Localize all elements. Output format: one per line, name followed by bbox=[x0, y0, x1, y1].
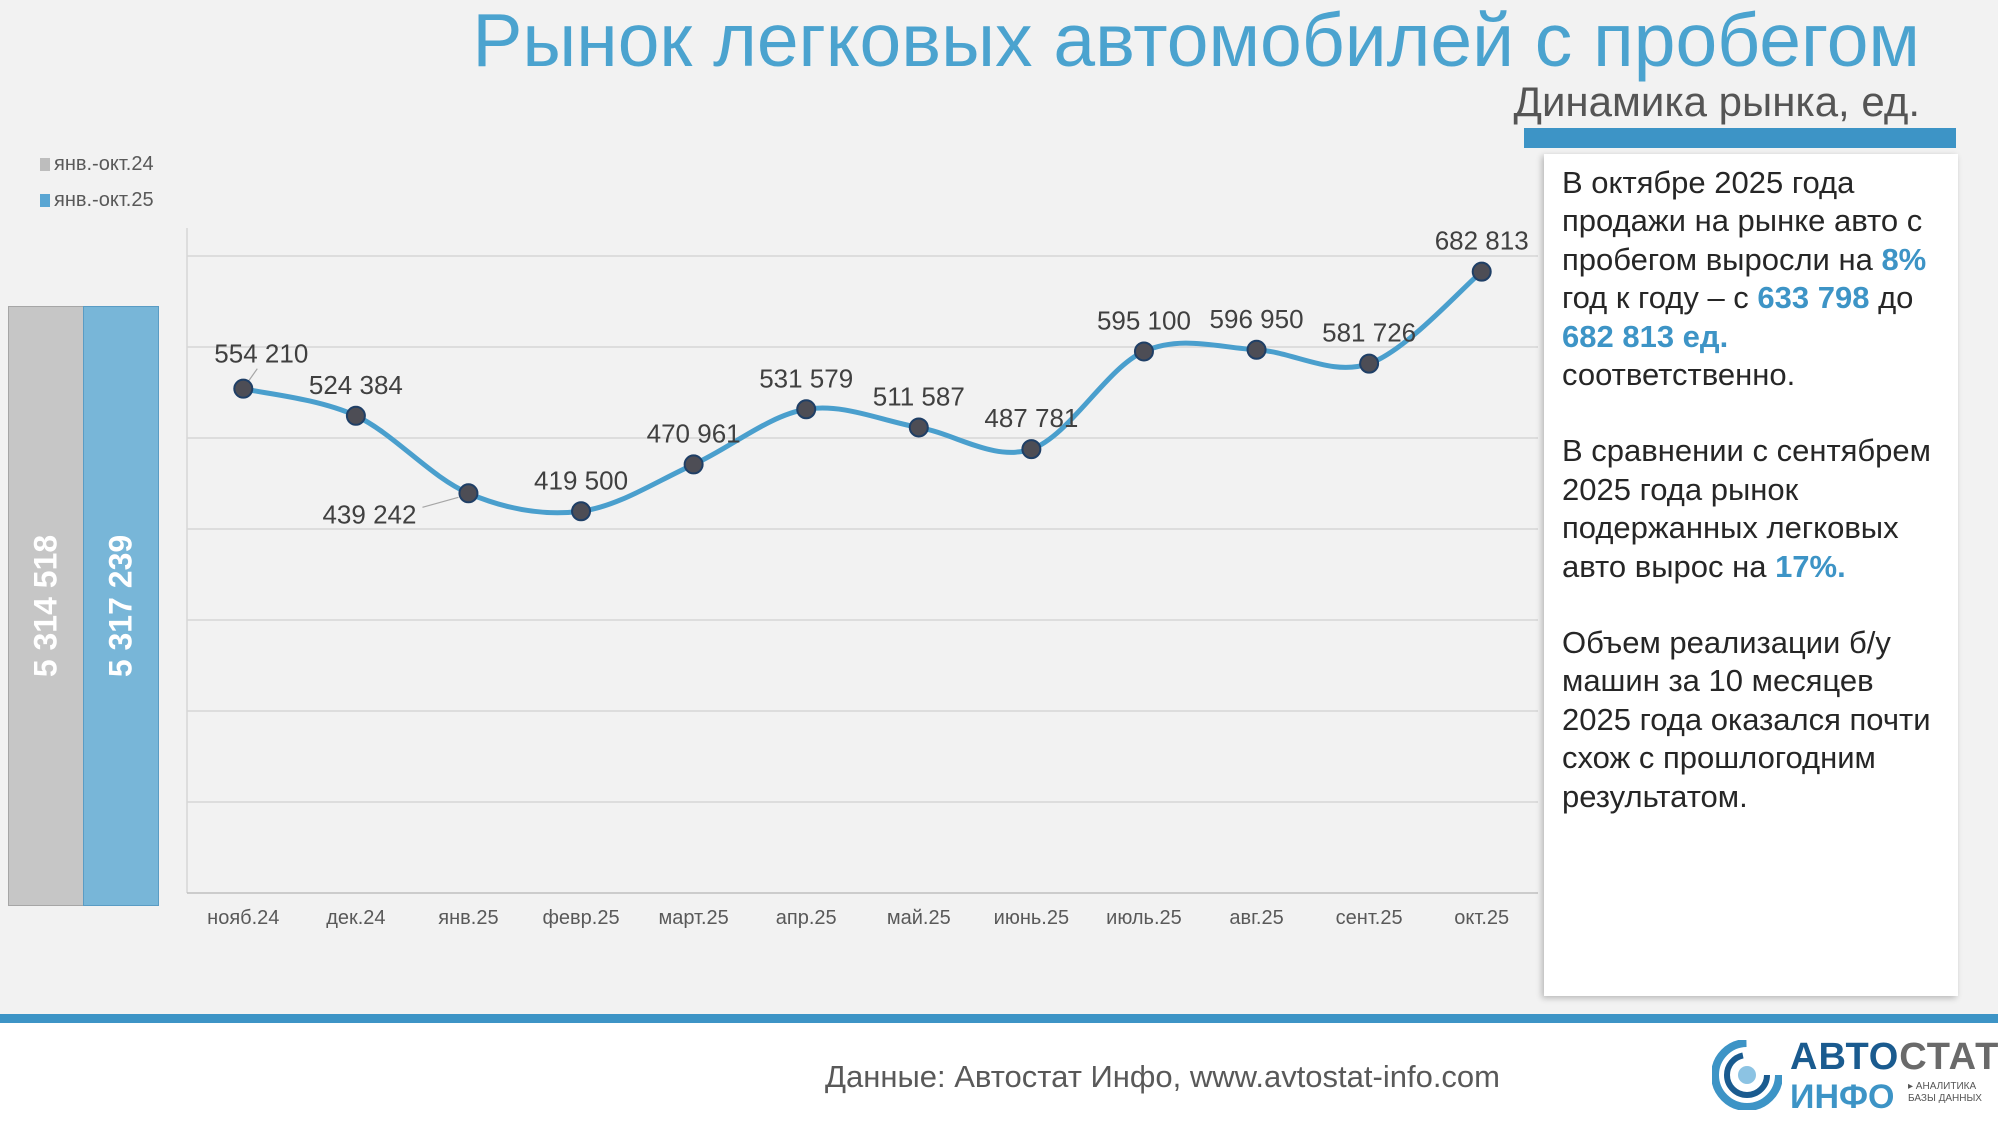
data-label: 581 726 bbox=[1322, 318, 1416, 348]
data-point bbox=[1359, 353, 1380, 374]
data-point bbox=[1133, 341, 1154, 362]
data-label: 595 100 bbox=[1097, 305, 1191, 335]
data-label: 487 781 bbox=[984, 403, 1078, 433]
page-title: Рынок легковых автомобилей с пробегом bbox=[472, 0, 1920, 82]
x-tick-label: нояб.24 bbox=[207, 907, 279, 929]
data-point bbox=[1246, 339, 1267, 360]
total-bar-2025: 5 317 239 bbox=[83, 306, 159, 906]
data-label: 531 579 bbox=[759, 363, 853, 393]
logo-wordmark-top: АВТОСТАТ bbox=[1790, 1036, 1998, 1079]
data-label: 419 500 bbox=[534, 465, 628, 495]
x-tick-label: март.25 bbox=[658, 907, 728, 929]
commentary-highlight-mom-percent: 17%. bbox=[1775, 548, 1846, 584]
commentary-paragraph-2: В сравнении с сентябрем 2025 года рынок … bbox=[1562, 432, 1948, 586]
x-tick-label: авг.25 bbox=[1229, 907, 1283, 929]
commentary-box: В октябре 2025 года продажи на рынке авт… bbox=[1544, 154, 1958, 996]
logo-tagline-line-2: БАЗЫ ДАННЫХ bbox=[1908, 1093, 1982, 1104]
legend-label-2024: янв.-окт.24 bbox=[54, 153, 154, 175]
logo-wordmark-bottom: ИНФО bbox=[1790, 1078, 1895, 1116]
legend-swatch-2024 bbox=[40, 158, 50, 171]
x-tick-label: сент.25 bbox=[1336, 907, 1403, 929]
data-point bbox=[796, 399, 817, 420]
data-point bbox=[233, 378, 254, 399]
data-label: 470 961 bbox=[647, 418, 741, 448]
commentary-highlight-prev-value: 633 798 bbox=[1757, 280, 1870, 316]
logo-tagline-line-1: ▸ АНАЛИТИКА bbox=[1908, 1081, 1977, 1092]
logo-tagline: ▸ АНАЛИТИКА БАЗЫ ДАННЫХ bbox=[1908, 1081, 1982, 1105]
subtitle-underline bbox=[1524, 128, 1956, 148]
x-tick-label: окт.25 bbox=[1454, 907, 1509, 929]
commentary-text: год к году – с bbox=[1562, 280, 1758, 316]
x-tick-label: май.25 bbox=[887, 907, 951, 929]
data-label: 511 587 bbox=[873, 381, 965, 411]
data-point bbox=[908, 417, 929, 438]
x-tick-label: янв.25 bbox=[438, 907, 498, 929]
page-subtitle: Динамика рынка, ед. bbox=[1513, 78, 1920, 125]
data-label: 554 210 bbox=[214, 339, 308, 369]
commentary-paragraph-3: Объем реализации б/у машин за 10 месяцев… bbox=[1562, 625, 1931, 814]
commentary-highlight-curr-value: 682 813 ед. bbox=[1562, 318, 1729, 354]
x-tick-label: дек.24 bbox=[326, 907, 385, 929]
data-point bbox=[1021, 439, 1042, 460]
data-label-leader bbox=[422, 496, 459, 508]
footer-source: Данные: Автостат Инфо, www.avtostat-info… bbox=[825, 1059, 1500, 1094]
data-label: 524 384 bbox=[309, 370, 403, 400]
commentary-highlight-percent: 8% bbox=[1881, 241, 1927, 277]
data-point bbox=[571, 501, 592, 522]
commentary-text: В октябре 2025 года продажи на рынке авт… bbox=[1562, 165, 1923, 277]
commentary-paragraph-1: В октябре 2025 года продажи на рынке авт… bbox=[1562, 164, 1948, 394]
commentary-text: соответственно. bbox=[1562, 357, 1796, 393]
data-point bbox=[1471, 261, 1492, 282]
x-tick-label: февр.25 bbox=[542, 907, 619, 929]
autostat-logo: АВТОСТАТ ИНФО ▸ АНАЛИТИКА БАЗЫ ДАННЫХ bbox=[1712, 1036, 1998, 1116]
commentary-text: В сравнении с сентябрем 2025 года рынок … bbox=[1562, 433, 1931, 584]
total-bar-2024: 5 314 518 bbox=[8, 306, 84, 906]
data-label: 596 950 bbox=[1210, 304, 1304, 334]
legend-label-2025: янв.-окт.25 bbox=[54, 189, 154, 211]
logo-mark-icon bbox=[1712, 1040, 1782, 1110]
x-tick-label: июль.25 bbox=[1106, 907, 1182, 929]
logo-word-avto: АВТО bbox=[1790, 1036, 1900, 1078]
footer bbox=[0, 1023, 1998, 1128]
data-point bbox=[458, 483, 479, 504]
data-label: 682 813 bbox=[1435, 226, 1529, 256]
legend-item-2025: янв.-окт.25 bbox=[40, 189, 154, 212]
data-point bbox=[683, 454, 704, 475]
x-tick-label: июнь.25 bbox=[994, 907, 1069, 929]
x-tick-label: апр.25 bbox=[776, 907, 837, 929]
footer-divider bbox=[0, 1014, 1998, 1023]
logo-word-stat: СТАТ bbox=[1899, 1036, 1998, 1078]
data-point bbox=[345, 405, 366, 426]
commentary-text: до bbox=[1869, 280, 1914, 316]
data-label: 439 242 bbox=[322, 499, 416, 529]
legend-item-2024: янв.-окт.24 bbox=[40, 153, 154, 176]
legend-swatch-2025 bbox=[40, 194, 50, 207]
